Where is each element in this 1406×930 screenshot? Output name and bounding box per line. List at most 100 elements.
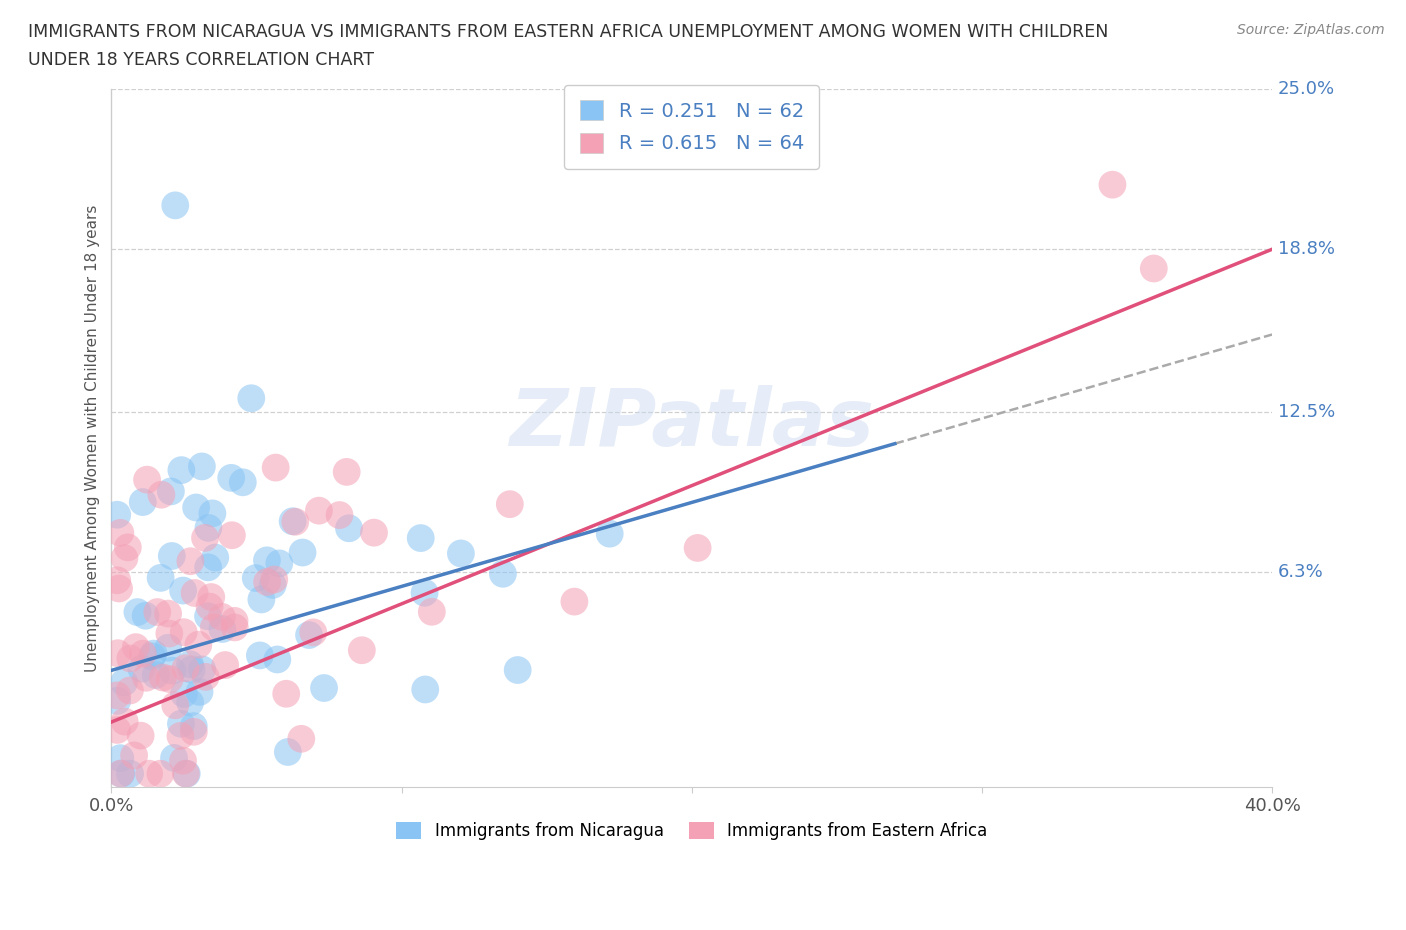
Point	[112, 551, 135, 565]
Text: IMMIGRANTS FROM NICARAGUA VS IMMIGRANTS FROM EASTERN AFRICA UNEMPLOYMENT AMONG W: IMMIGRANTS FROM NICARAGUA VS IMMIGRANTS …	[28, 23, 1108, 41]
Point	[125, 640, 148, 655]
Point	[281, 513, 304, 528]
Point	[110, 525, 132, 540]
Point	[224, 614, 246, 629]
Point	[186, 500, 208, 515]
Point	[149, 766, 172, 781]
Point	[105, 694, 128, 709]
Point	[131, 661, 153, 676]
Y-axis label: Unemployment Among Women with Children Under 18 years: Unemployment Among Women with Children U…	[86, 205, 100, 671]
Point	[135, 671, 157, 685]
Point	[141, 649, 163, 664]
Point	[183, 586, 205, 601]
Point	[262, 578, 284, 592]
Point	[202, 620, 225, 635]
Text: 18.8%: 18.8%	[1278, 240, 1334, 259]
Point	[277, 745, 299, 760]
Point	[290, 731, 312, 746]
Point	[179, 657, 201, 671]
Point	[686, 540, 709, 555]
Point	[183, 724, 205, 739]
Point	[157, 641, 180, 656]
Point	[152, 671, 174, 685]
Point	[276, 686, 298, 701]
Text: 25.0%: 25.0%	[1278, 80, 1334, 98]
Point	[187, 637, 209, 652]
Point	[263, 572, 285, 587]
Point	[169, 728, 191, 743]
Text: 6.3%: 6.3%	[1278, 564, 1323, 581]
Point	[336, 464, 359, 479]
Point	[150, 487, 173, 502]
Point	[413, 585, 436, 600]
Point	[264, 460, 287, 475]
Text: ZIPatlas: ZIPatlas	[509, 385, 875, 463]
Point	[256, 575, 278, 590]
Point	[201, 506, 224, 521]
Point	[105, 723, 128, 737]
Point	[245, 571, 267, 586]
Point	[120, 651, 142, 666]
Point	[136, 472, 159, 487]
Point	[110, 751, 132, 765]
Point	[107, 645, 129, 660]
Point	[127, 604, 149, 619]
Point	[142, 646, 165, 661]
Text: Source: ZipAtlas.com: Source: ZipAtlas.com	[1237, 23, 1385, 37]
Point	[194, 530, 217, 545]
Point	[179, 695, 201, 710]
Point	[564, 594, 586, 609]
Point	[211, 609, 233, 624]
Point	[204, 551, 226, 565]
Point	[114, 714, 136, 729]
Point	[249, 648, 271, 663]
Point	[163, 751, 186, 765]
Point	[188, 684, 211, 699]
Point	[179, 553, 201, 568]
Point	[135, 608, 157, 623]
Point	[266, 652, 288, 667]
Point	[146, 604, 169, 619]
Point	[420, 604, 443, 619]
Point	[350, 643, 373, 658]
Point	[413, 682, 436, 697]
Text: UNDER 18 YEARS CORRELATION CHART: UNDER 18 YEARS CORRELATION CHART	[28, 51, 374, 69]
Point	[165, 698, 187, 712]
Point	[165, 198, 187, 213]
Point	[224, 620, 246, 635]
Point	[173, 686, 195, 701]
Point	[308, 503, 330, 518]
Point	[197, 521, 219, 536]
Point	[302, 625, 325, 640]
Point	[174, 766, 197, 781]
Point	[219, 471, 242, 485]
Point	[197, 560, 219, 575]
Point	[176, 766, 198, 781]
Point	[197, 609, 219, 624]
Text: 12.5%: 12.5%	[1278, 403, 1336, 421]
Point	[145, 668, 167, 683]
Point	[214, 658, 236, 672]
Point	[174, 660, 197, 675]
Point	[118, 683, 141, 698]
Point	[162, 663, 184, 678]
Point	[240, 391, 263, 405]
Point	[1143, 261, 1166, 276]
Point	[194, 670, 217, 684]
Point	[256, 553, 278, 568]
Point	[170, 716, 193, 731]
Point	[132, 495, 155, 510]
Point	[409, 531, 432, 546]
Point	[132, 646, 155, 661]
Point	[180, 662, 202, 677]
Point	[138, 766, 160, 781]
Point	[160, 484, 183, 498]
Point	[183, 719, 205, 734]
Point	[191, 459, 214, 474]
Point	[250, 592, 273, 607]
Point	[160, 549, 183, 564]
Point	[198, 599, 221, 614]
Point	[284, 514, 307, 529]
Point	[108, 581, 131, 596]
Point	[172, 753, 194, 768]
